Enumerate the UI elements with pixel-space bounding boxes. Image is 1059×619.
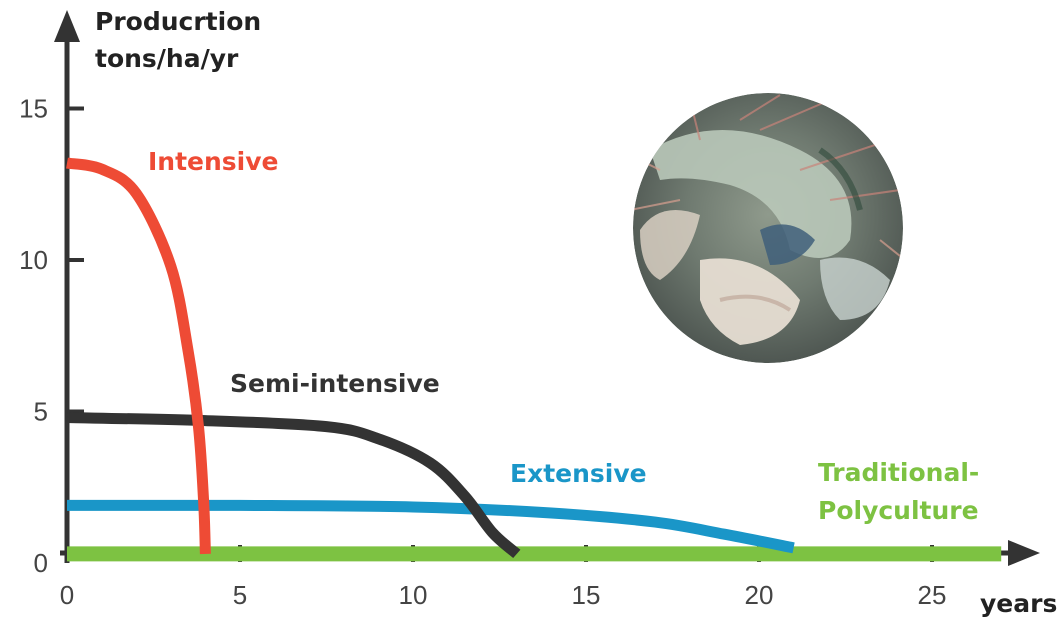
y-tick-label: 0 (34, 548, 48, 578)
series-label-intensive: Intensive (148, 147, 279, 176)
y-axis-title-line2: tons/ha/yr (95, 44, 239, 73)
y-tick-label: 10 (19, 245, 48, 275)
series-line-semi-intensive (66, 412, 521, 559)
y-ticks: 0 5 10 15 (19, 94, 84, 578)
x-tick-label: 5 (233, 580, 247, 610)
x-tick-label: 10 (399, 580, 428, 610)
x-tick-label: 25 (918, 580, 947, 610)
y-axis (54, 10, 80, 563)
x-tick-label: 0 (60, 580, 74, 610)
x-tick-label: 15 (572, 580, 601, 610)
series-line-extensive (66, 499, 795, 554)
series-lines (66, 157, 1002, 562)
x-tick-label: 20 (745, 580, 774, 610)
y-tick-label: 5 (34, 397, 48, 427)
series-label-semi-intensive: Semi-intensive (230, 369, 440, 398)
series-label-traditional-line2: Polyculture (818, 496, 979, 525)
y-tick-label: 15 (19, 94, 48, 124)
series-label-extensive: Extensive (510, 459, 647, 488)
series-label-traditional-line1: Traditional- (818, 458, 979, 487)
y-axis-title-line1: Producrtion (95, 7, 261, 36)
shrimp-photo (633, 93, 903, 363)
series-line-intensive (66, 157, 211, 555)
x-axis-title: years (980, 589, 1057, 618)
